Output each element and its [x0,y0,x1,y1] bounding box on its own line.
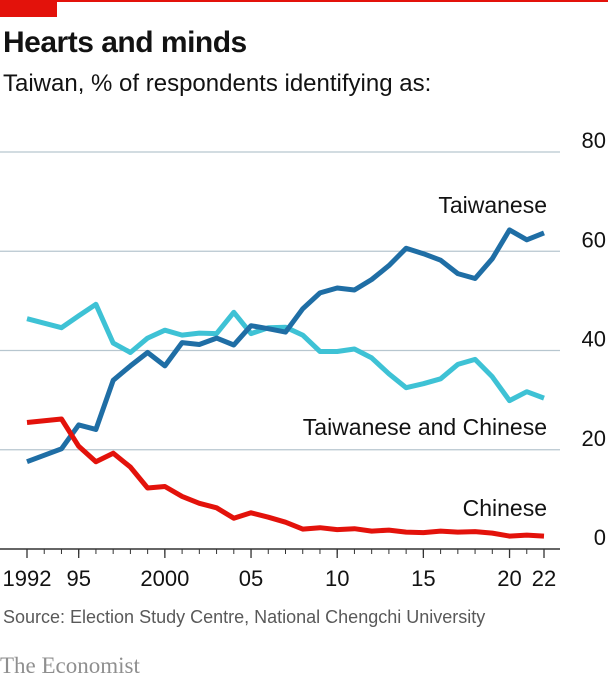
chart-subtitle: Taiwan, % of respondents identifying as: [3,70,432,97]
series-lines [26,227,545,539]
series-label-chinese: Chinese [463,495,547,521]
x-tick-label: 20 [497,566,521,591]
y-axis-tick-labels: 0 20 40 60 80 [582,128,606,550]
x-tick-label: 05 [239,566,263,591]
series-line-taiwanese [26,227,545,465]
series-labels: Taiwanese Taiwanese and Chinese Chinese [303,192,547,521]
series-line-both [26,301,545,404]
x-tick-label: 22 [532,566,556,591]
x-tick-label: 2000 [140,566,189,591]
y-tick-label: 0 [594,525,606,550]
economist-logo-text: The Economist [0,653,140,678]
grid-lines [0,151,560,451]
y-tick-label: 60 [582,227,606,252]
series-line-chinese [26,416,545,539]
y-tick-label: 40 [582,327,606,352]
x-tick-label: 15 [411,566,435,591]
chart-title: Hearts and minds [3,26,247,59]
x-tick-label: 95 [66,566,90,591]
x-tick-label: 1992 [3,566,52,591]
top-accent-rule [0,0,608,2]
y-tick-label: 20 [582,426,606,451]
y-tick-label: 80 [582,128,606,153]
brand-red-tag [0,0,57,17]
series-label-taiwanese: Taiwanese [438,192,547,218]
line-chart: 0 20 40 60 80 1992 95 2000 05 10 15 20 22 Taiwanese… [0,128,606,591]
series-label-both: Taiwanese and Chinese [303,414,547,440]
source-note: Source: Election Study Centre, National … [3,607,486,627]
x-tick-label: 10 [325,566,349,591]
x-axis: 1992 95 2000 05 10 15 20 22 [0,548,560,591]
